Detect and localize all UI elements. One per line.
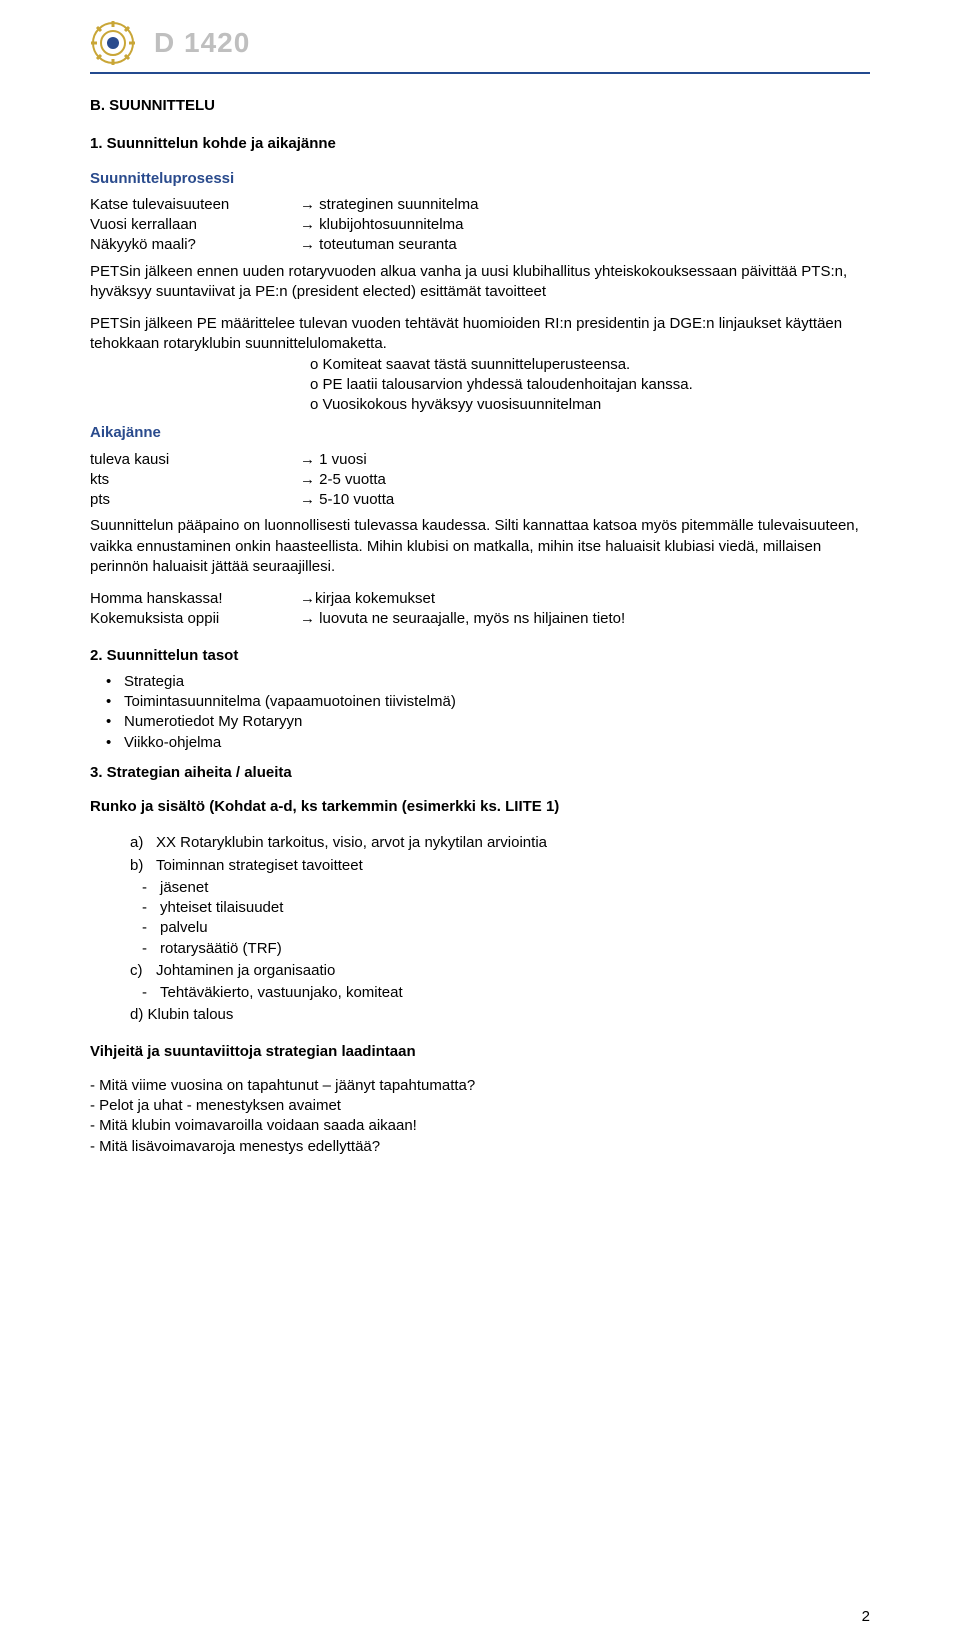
process-key: Vuosi kerrallaan bbox=[90, 215, 300, 235]
process-row: Katse tulevaisuuteen → strateginen suunn… bbox=[90, 195, 870, 215]
ol-marker: b) bbox=[130, 856, 156, 876]
end-key: Kokemuksista oppii bbox=[90, 609, 300, 629]
end-val: →kirjaa kokemukset bbox=[300, 589, 870, 609]
sub-o-line: o PE laatii talousarvion yhdessä taloude… bbox=[90, 375, 870, 395]
aika-key: kts bbox=[90, 470, 300, 490]
ol-marker: c) bbox=[130, 961, 156, 981]
list-item: Viikko-ohjelma bbox=[124, 733, 870, 753]
aika-val: → 2-5 vuotta bbox=[300, 470, 870, 490]
ol-text: XX Rotaryklubin tarkoitus, visio, arvot … bbox=[156, 833, 547, 853]
tasot-list: Strategia Toimintasuunnitelma (vapaamuot… bbox=[90, 672, 870, 753]
process-row: Vuosi kerrallaan → klubijohtosuunnitelma bbox=[90, 215, 870, 235]
ol-item-a: a) XX Rotaryklubin tarkoitus, visio, arv… bbox=[90, 833, 870, 853]
ol-item-b: b) Toiminnan strategiset tavoitteet bbox=[90, 856, 870, 876]
aikajanne-heading: Aikajänne bbox=[90, 423, 870, 443]
doc-code: D 1420 bbox=[154, 24, 250, 62]
aika-val: → 5-10 vuotta bbox=[300, 490, 870, 510]
ol-text: Toiminnan strategiset tavoitteet bbox=[156, 856, 363, 876]
aika-key: tuleva kausi bbox=[90, 450, 300, 470]
vihje-line: - Mitä viime vuosina on tapahtunut – jää… bbox=[90, 1076, 870, 1096]
runko-heading: Runko ja sisältö (Kohdat a-d, ks tarkemm… bbox=[90, 797, 870, 817]
aika-row: tuleva kausi → 1 vuosi bbox=[90, 450, 870, 470]
header: D 1420 bbox=[90, 20, 870, 74]
sub-o-line: o Komiteat saavat tästä suunnitteluperus… bbox=[90, 355, 870, 375]
list-item: Toimintasuunnitelma (vapaamuotoinen tiiv… bbox=[124, 692, 870, 712]
process-key: Katse tulevaisuuteen bbox=[90, 195, 300, 215]
rotary-logo-icon bbox=[90, 20, 136, 66]
process-row: Näkyykö maali? → toteutuman seuranta bbox=[90, 235, 870, 255]
list-item: Tehtäväkierto, vastuunjako, komiteat bbox=[160, 983, 870, 1003]
paragraph-pets-1: PETSin jälkeen ennen uuden rotaryvuoden … bbox=[90, 262, 870, 303]
ol-item-d: d) Klubin talous bbox=[90, 1005, 870, 1025]
ol-text: Johtaminen ja organisaatio bbox=[156, 961, 335, 981]
page: D 1420 B. SUUNNITTELU 1. Suunnittelun ko… bbox=[0, 0, 960, 1645]
sub-o-line: o Vuosikokous hyväksyy vuosisuunnitelman bbox=[90, 395, 870, 415]
ol-marker: a) bbox=[130, 833, 156, 853]
list-item: jäsenet bbox=[160, 878, 870, 898]
paragraph-paapaino: Suunnittelun pääpaino on luonnollisesti … bbox=[90, 516, 870, 577]
b-sub-list: jäsenet yhteiset tilaisuudet palvelu rot… bbox=[90, 878, 870, 959]
list-item: palvelu bbox=[160, 918, 870, 938]
list-item: yhteiset tilaisuudet bbox=[160, 898, 870, 918]
end-row: Kokemuksista oppii → luovuta ne seuraaja… bbox=[90, 609, 870, 629]
section-3-title: 3. Strategian aiheita / alueita bbox=[90, 763, 870, 783]
process-val: → strateginen suunnitelma bbox=[300, 195, 870, 215]
section-b1-title: 1. Suunnittelun kohde ja aikajänne bbox=[90, 134, 870, 154]
section-2-title: 2. Suunnittelun tasot bbox=[90, 646, 870, 666]
section-b-title: B. SUUNNITTELU bbox=[90, 96, 870, 116]
vihje-line: - Mitä lisävoimavaroja menestys edellytt… bbox=[90, 1137, 870, 1157]
process-val: → toteutuman seuranta bbox=[300, 235, 870, 255]
process-val: → klubijohtosuunnitelma bbox=[300, 215, 870, 235]
list-item: Strategia bbox=[124, 672, 870, 692]
end-key: Homma hanskassa! bbox=[90, 589, 300, 609]
ol-item-c: c) Johtaminen ja organisaatio bbox=[90, 961, 870, 981]
aika-key: pts bbox=[90, 490, 300, 510]
aika-row: pts → 5-10 vuotta bbox=[90, 490, 870, 510]
list-item: Numerotiedot My Rotaryyn bbox=[124, 712, 870, 732]
paragraph-pets-2: PETSin jälkeen PE määrittelee tulevan vu… bbox=[90, 314, 870, 355]
aika-row: kts → 2-5 vuotta bbox=[90, 470, 870, 490]
suunnitteluprosessi-heading: Suunnitteluprosessi bbox=[90, 169, 870, 189]
vihjeita-heading: Vihjeitä ja suuntaviittoja strategian la… bbox=[90, 1042, 870, 1062]
page-number: 2 bbox=[862, 1607, 870, 1627]
end-row: Homma hanskassa! →kirjaa kokemukset bbox=[90, 589, 870, 609]
process-key: Näkyykö maali? bbox=[90, 235, 300, 255]
vihje-line: - Pelot ja uhat - menestyksen avaimet bbox=[90, 1096, 870, 1116]
c-sub-list: Tehtäväkierto, vastuunjako, komiteat bbox=[90, 983, 870, 1003]
aika-val: → 1 vuosi bbox=[300, 450, 870, 470]
list-item: rotarysäätiö (TRF) bbox=[160, 939, 870, 959]
end-val: → luovuta ne seuraajalle, myös ns hiljai… bbox=[300, 609, 870, 629]
vihje-line: - Mitä klubin voimavaroilla voidaan saad… bbox=[90, 1116, 870, 1136]
